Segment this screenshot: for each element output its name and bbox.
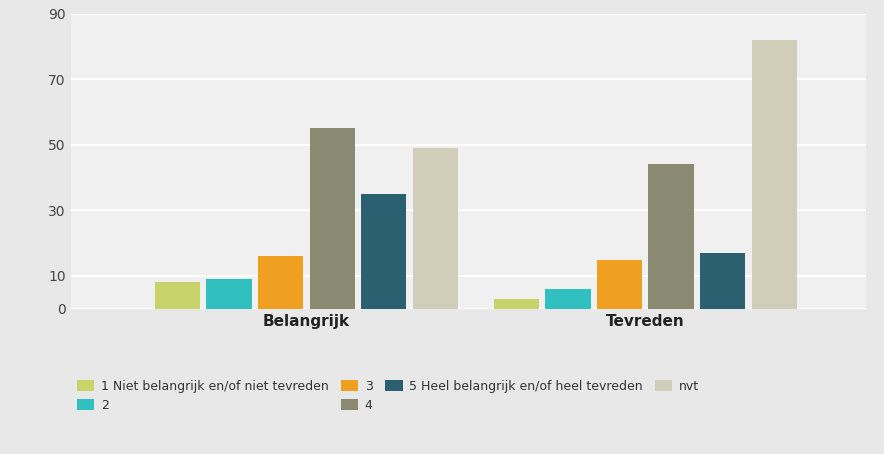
- Bar: [597, 260, 642, 309]
- Bar: [700, 253, 745, 309]
- Bar: [493, 299, 539, 309]
- Bar: [258, 256, 303, 309]
- Bar: [155, 282, 200, 309]
- Bar: [751, 40, 797, 309]
- Bar: [309, 128, 354, 309]
- Legend: 1 Niet belangrijk en/of niet tevreden, 2, 3, 4, 5 Heel belangrijk en/of heel tev: 1 Niet belangrijk en/of niet tevreden, 2…: [77, 380, 699, 412]
- Bar: [413, 148, 458, 309]
- Bar: [545, 289, 591, 309]
- Bar: [648, 164, 694, 309]
- Bar: [362, 194, 407, 309]
- Bar: [206, 279, 252, 309]
